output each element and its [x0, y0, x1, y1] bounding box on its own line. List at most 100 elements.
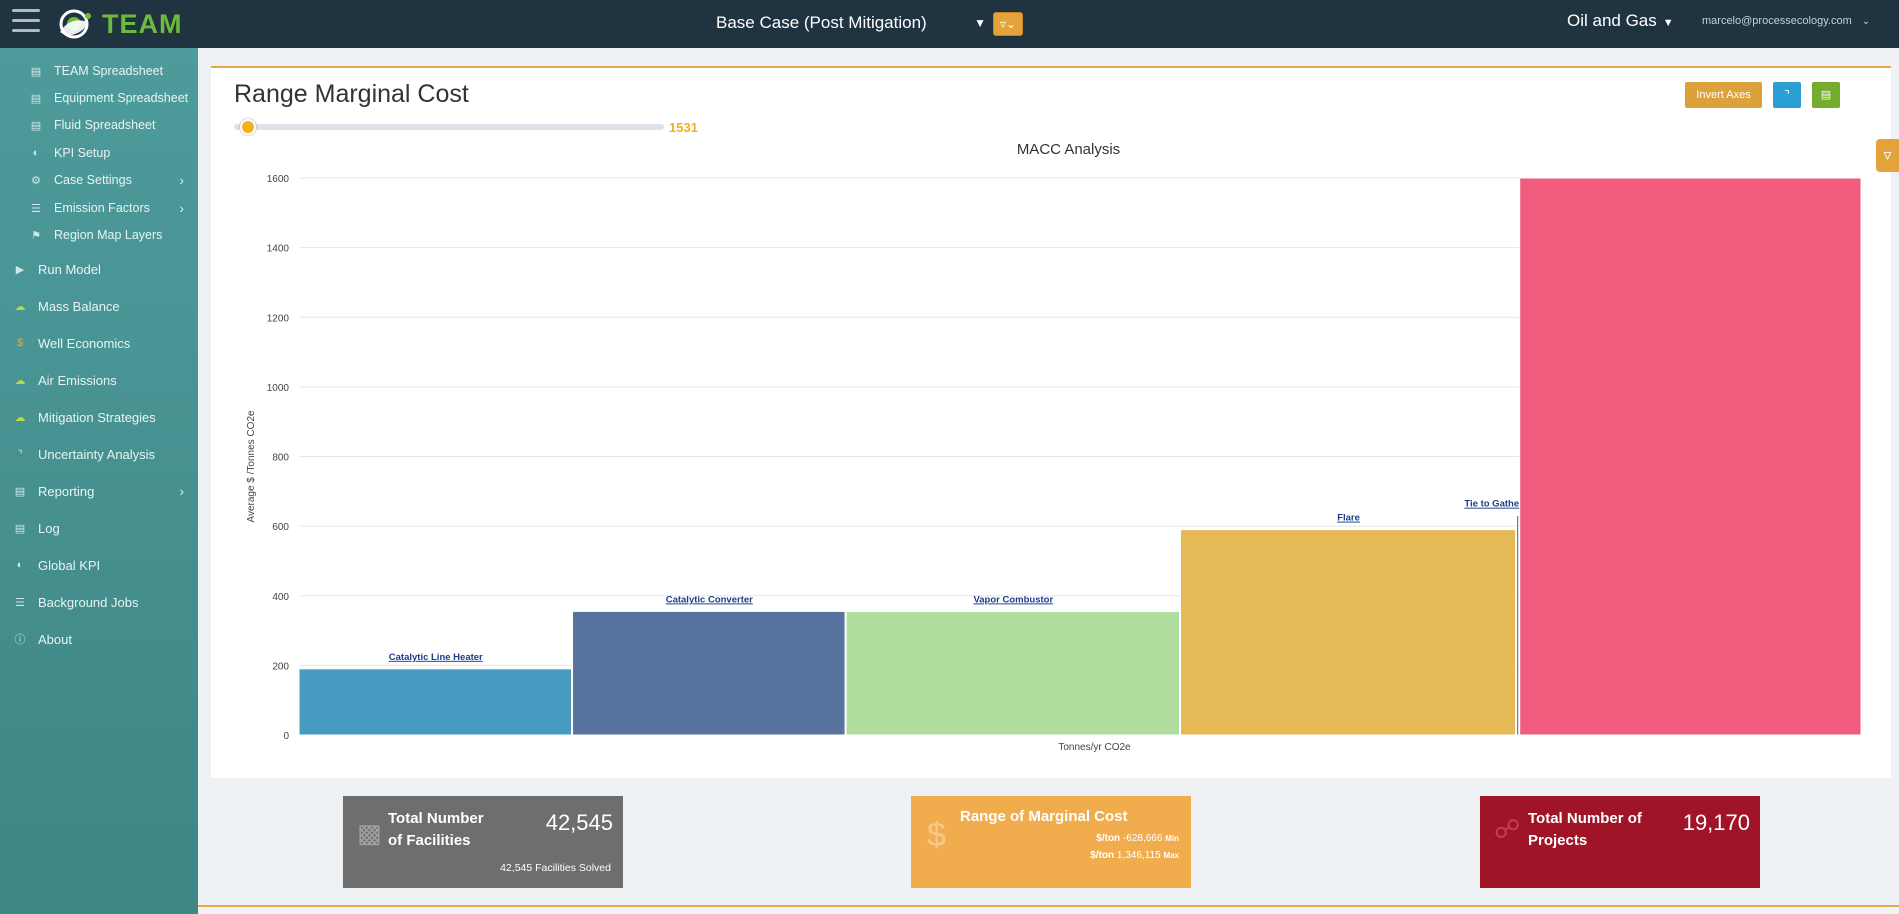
file-icon: ▤	[30, 92, 42, 105]
case-select-value: Base Case (Post Mitigation)	[716, 13, 927, 32]
y-axis-label: Average $ /Tonnes CO2e	[246, 410, 257, 523]
sidebar-item-label: Run Model	[38, 261, 101, 277]
sidebar-item-fluid-spreadsheet[interactable]: ▤ Fluid Spreadsheet	[0, 112, 198, 138]
bar-label[interactable]: Catalytic Line Heater	[389, 652, 483, 663]
macc-bar	[572, 610, 846, 736]
sidebar-item-label: Mass Balance	[38, 298, 120, 314]
sidebar-item-label: Well Economics	[38, 335, 131, 351]
y-tick-label: 1600	[267, 174, 290, 185]
sidebar-item-uncertainty-analysis[interactable]: ⌝ Uncertainty Analysis	[0, 441, 198, 467]
sidebar-item-label: Background Jobs	[38, 594, 139, 610]
line-chart-icon: ⌝	[17, 448, 23, 461]
stat-value: 19,170	[1682, 810, 1750, 835]
sidebar-item-label: TEAM Spreadsheet	[54, 64, 164, 78]
dollar-icon: $	[927, 816, 946, 854]
marginal-cost-slider[interactable]	[234, 119, 664, 135]
industry-select[interactable]: Oil and Gas ▼	[1567, 11, 1674, 31]
page-title: Range Marginal Cost	[234, 80, 469, 108]
sidebar-item-case-settings[interactable]: ⚙ Case Settings ›	[0, 167, 198, 193]
sidebar-item-about[interactable]: ⓘ About	[0, 626, 198, 652]
logo-icon	[59, 9, 91, 39]
gauge-icon: ◐	[32, 147, 40, 159]
stat-card-projects: ☍ Total Number of Projects 19,170	[1480, 796, 1760, 888]
list-icon: ☰	[15, 596, 25, 609]
export-excel-button[interactable]: ▤	[1812, 82, 1840, 108]
y-tick-label: 1000	[267, 383, 290, 394]
chart-view-button[interactable]: ⌝	[1773, 82, 1801, 108]
bar-label[interactable]: Tie to Gathering Station	[1464, 499, 1572, 510]
macc-bar	[298, 668, 573, 736]
file-icon: ▤	[30, 65, 42, 78]
stat-card-facilities: ▩ Total Number of Facilities 42,545 42,54…	[343, 796, 623, 888]
cloud-icon: ☁	[14, 411, 26, 424]
y-tick-label: 1200	[267, 313, 290, 324]
sidebar-item-background-jobs[interactable]: ☰ Background Jobs	[0, 589, 198, 615]
macc-bar	[1180, 529, 1517, 736]
user-menu[interactable]: marcelo@processecology.com ⌄	[1702, 15, 1870, 27]
sidebar-item-team-spreadsheet[interactable]: ▤ TEAM Spreadsheet	[0, 58, 198, 84]
chevron-down-icon: ▼	[974, 16, 986, 30]
line-chart-icon: ⌝	[1784, 88, 1790, 102]
sidebar-item-mitigation-strategies[interactable]: ☁ Mitigation Strategies	[0, 404, 198, 430]
sidebar-item-label: Reporting	[38, 483, 95, 499]
gear-icon: ⚙	[31, 174, 41, 187]
x-axis-label: Tonnes/yr CO2e	[1058, 742, 1131, 753]
user-email: marcelo@processecology.com	[1702, 15, 1852, 27]
stat-title: Total Number of Facilities	[388, 810, 484, 849]
stat-min-value: $/ton -628,666 Min	[1096, 833, 1179, 844]
sidebar-item-emission-factors[interactable]: ☰ Emission Factors ›	[0, 195, 198, 221]
sidebar-item-label: Region Map Layers	[54, 228, 163, 242]
case-select[interactable]: Base Case (Post Mitigation) ▼	[716, 10, 986, 36]
filter-panel-toggle[interactable]: ▿	[1876, 139, 1899, 172]
chevron-right-icon: ›	[179, 172, 184, 188]
filter-icon: ▿⌄	[999, 17, 1017, 31]
y-tick-label: 1400	[267, 244, 290, 255]
sidebar-item-log[interactable]: ▤ Log	[0, 515, 198, 541]
sidebar-item-run-model[interactable]: ▶ Run Model	[0, 256, 198, 282]
sidebar-item-kpi-setup[interactable]: ◐ KPI Setup	[0, 140, 198, 166]
bar-label[interactable]: Flare	[1337, 513, 1360, 524]
bar-label[interactable]: Vapor Combustor	[973, 594, 1053, 605]
slider-handle[interactable]	[240, 119, 256, 135]
gauge-icon: ◐	[16, 559, 24, 571]
sidebar-item-well-economics[interactable]: $ Well Economics	[0, 330, 198, 356]
top-bar: TEAM Base Case (Post Mitigation) ▼ ▿⌄ Oi…	[0, 0, 1899, 48]
sidebar-item-label: Case Settings	[54, 173, 132, 187]
sidebar-item-reporting[interactable]: ▤ Reporting ›	[0, 478, 198, 504]
sidebar-item-label: KPI Setup	[54, 146, 111, 160]
bar-label[interactable]: Catalytic Converter	[666, 594, 753, 605]
info-icon: ⓘ	[14, 634, 26, 646]
file-icon: ▤	[14, 522, 26, 535]
case-filter-button[interactable]: ▿⌄	[993, 12, 1023, 36]
sidebar: ▤ TEAM Spreadsheet ▤ Equipment Spreadsheet…	[0, 48, 198, 914]
bottom-divider	[198, 905, 1899, 907]
chevron-right-icon: ›	[179, 200, 184, 216]
macc-bar	[845, 610, 1181, 736]
sidebar-item-equipment-spreadsheet[interactable]: ▤ Equipment Spreadsheet	[0, 85, 198, 111]
sidebar-item-air-emissions[interactable]: ☁ Air Emissions	[0, 367, 198, 393]
y-tick-label: 200	[272, 661, 289, 672]
sidebar-item-label: Equipment Spreadsheet	[54, 91, 189, 105]
stat-max-value: $/ton 1,346,115 Max	[1090, 850, 1179, 861]
stat-title: Range of Marginal Cost	[960, 808, 1128, 825]
cloud-icon: ☁	[14, 300, 26, 313]
hamburger-menu-icon[interactable]	[12, 9, 40, 35]
file-icon: ▤	[30, 119, 42, 132]
sidebar-item-mass-balance[interactable]: ☁ Mass Balance	[0, 293, 198, 319]
industry-value: Oil and Gas	[1567, 11, 1657, 30]
macc-bar	[1516, 515, 1520, 736]
invert-axes-button[interactable]: Invert Axes	[1685, 82, 1762, 108]
excel-file-icon: ▤	[1820, 89, 1832, 101]
app-logo[interactable]: TEAM	[54, 6, 183, 42]
y-tick-label: 400	[272, 592, 289, 603]
macc-bar	[1519, 177, 1862, 736]
network-icon: ☍	[1494, 814, 1521, 844]
factory-icon: ▩	[357, 818, 382, 848]
chart-title: MACC Analysis	[1017, 141, 1120, 158]
stat-value: 42,545	[545, 810, 613, 835]
sliders-icon: ☰	[31, 202, 41, 215]
y-tick-label: 800	[272, 453, 289, 464]
sidebar-item-region-map-layers[interactable]: ⚑ Region Map Layers	[0, 222, 198, 248]
sidebar-item-global-kpi[interactable]: ◐ Global KPI	[0, 552, 198, 578]
cloud-icon: ☁	[14, 374, 26, 387]
